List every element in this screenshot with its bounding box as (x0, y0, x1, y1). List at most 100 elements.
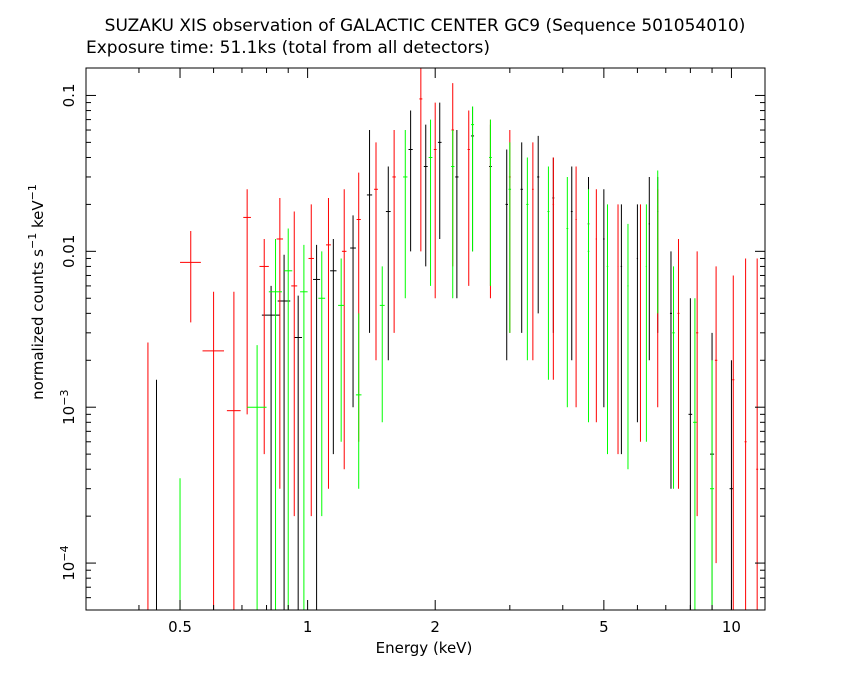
data-point (433, 102, 437, 299)
data-point (419, 68, 423, 252)
data-point (226, 291, 241, 610)
data-point (639, 204, 641, 442)
data-point (276, 197, 284, 489)
data-point (180, 231, 201, 323)
data-point (451, 130, 455, 299)
y-axis-label-sup1: −1 (26, 233, 39, 249)
data-point (313, 244, 321, 610)
x-tick-label: 1 (303, 618, 313, 636)
data-point (489, 119, 492, 286)
data-point (744, 258, 747, 610)
data-point (688, 298, 693, 610)
y-tick-label-sup: −4 (58, 545, 71, 561)
data-point (729, 360, 734, 610)
x-axis-label: Energy (keV) (376, 639, 473, 657)
data-point (341, 189, 347, 470)
data-point (709, 360, 715, 610)
y-tick-label-base: 10 (60, 406, 78, 425)
data-point (606, 204, 609, 455)
data-point (202, 291, 225, 610)
data-point (587, 189, 590, 423)
data-point (261, 285, 280, 610)
data-point (308, 204, 314, 517)
data-point (385, 166, 391, 361)
x-tick-label: 2 (430, 618, 440, 636)
data-point (532, 142, 534, 361)
data-point (318, 251, 326, 517)
data-point (627, 223, 629, 470)
y-tick-label: 0.1 (60, 84, 78, 108)
data-point (428, 119, 433, 286)
data-point (330, 238, 337, 455)
y-tick-label: 10−3 (58, 390, 78, 425)
data-point (508, 142, 512, 333)
y-tick-label: 10−4 (58, 545, 78, 580)
data-point (392, 130, 396, 333)
data-point (566, 176, 569, 408)
plot-frame (85, 67, 766, 611)
y-tick-label-base: 10 (60, 562, 78, 581)
data-point (595, 189, 597, 423)
data-point (552, 157, 555, 380)
data-point (603, 189, 605, 408)
data-point (350, 215, 356, 408)
x-tick-label: 0.5 (168, 618, 192, 636)
data-point (284, 228, 293, 610)
data-point (471, 106, 475, 252)
y-tick-label-base: 0.01 (60, 235, 78, 268)
data-point (243, 189, 251, 415)
chart-title: SUZAKU XIS observation of GALACTIC CENTE… (104, 16, 746, 36)
data-point (455, 130, 459, 299)
data-point (677, 238, 680, 489)
series-2 (179, 106, 715, 610)
data-point (403, 130, 408, 299)
data-point (620, 204, 623, 455)
data-point (570, 166, 573, 361)
y-tick-label-base: 0.1 (60, 84, 78, 108)
y-axis-label: normalized counts s−1 keV−1 (26, 184, 47, 400)
data-point (294, 295, 303, 610)
data-point (374, 142, 378, 361)
data-point (672, 266, 675, 489)
data-point (696, 251, 699, 517)
data-point (547, 166, 550, 380)
data-point (617, 204, 619, 455)
x-axis-ticks: 0.5 1 2 5 10 (85, 68, 741, 636)
x-tick-label: 10 (722, 618, 741, 636)
y-axis-label-main: normalized counts s (29, 249, 47, 400)
y-tick-label-sup: −3 (58, 390, 71, 406)
data-point (247, 345, 267, 610)
data-point (669, 251, 672, 489)
data-point (693, 298, 697, 610)
data-point (300, 244, 308, 610)
data-point (338, 258, 345, 442)
data-point (423, 124, 428, 267)
data-point (325, 197, 331, 489)
y-axis-label-mid: keV (29, 200, 47, 233)
data-point (732, 275, 735, 610)
data-point (467, 110, 470, 286)
data-point (537, 135, 540, 314)
data-point (366, 130, 373, 333)
data-point (636, 204, 639, 423)
x-tick-label: 5 (599, 618, 609, 636)
data-point (645, 204, 647, 442)
y-axis-label-sup2: −1 (26, 184, 39, 200)
data-point (520, 142, 523, 333)
data-point (657, 170, 659, 314)
data-point (437, 102, 442, 239)
data-point (355, 313, 362, 489)
data-point (526, 157, 529, 361)
data-point (756, 258, 759, 610)
data-marks (147, 68, 759, 610)
data-point (714, 266, 718, 564)
data-point (291, 211, 298, 517)
data-point (408, 110, 413, 252)
data-point (648, 176, 650, 361)
data-point (379, 266, 385, 423)
y-tick-label: 0.01 (60, 235, 78, 268)
data-point (268, 238, 282, 610)
data-point (575, 166, 577, 408)
